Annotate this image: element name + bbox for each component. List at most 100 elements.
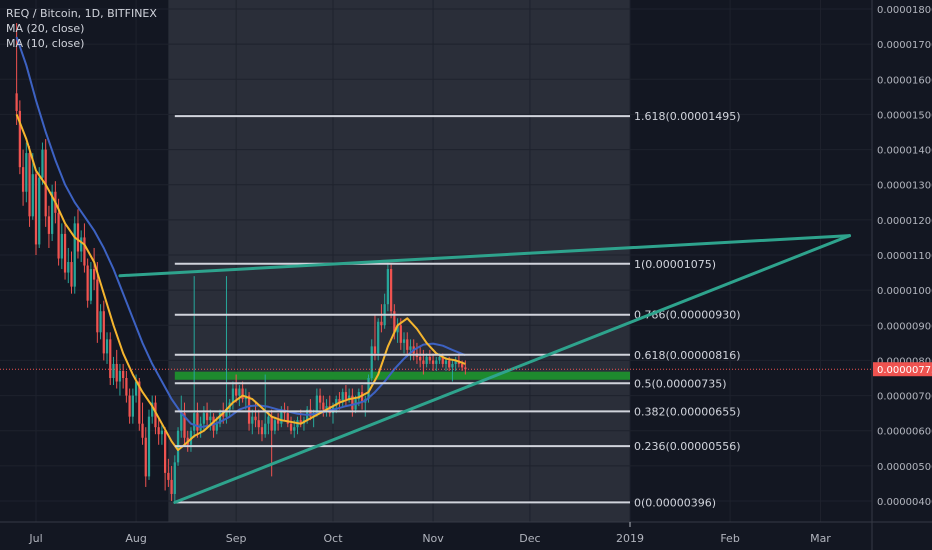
candle-body: [251, 416, 254, 424]
candle-body: [419, 356, 422, 361]
candle-body: [409, 346, 412, 350]
candle-body: [280, 409, 283, 424]
candle-body: [338, 399, 341, 403]
price-axis-label: 0.00001400: [877, 146, 932, 157]
candle-body: [105, 339, 109, 354]
candle-body: [273, 420, 277, 431]
candle-body: [122, 370, 125, 378]
candle-body: [448, 360, 451, 368]
candle-body: [63, 233, 67, 273]
candle-body: [399, 325, 402, 343]
fib-level-label: 0.786(0.00000930): [634, 309, 741, 322]
fib-level-label: 0.382(0.00000655): [634, 405, 741, 418]
time-axis-label: 2019: [616, 532, 644, 545]
candle-body: [102, 311, 105, 354]
candle-body: [202, 413, 205, 424]
candle-body: [41, 149, 44, 178]
candle-body: [218, 413, 222, 424]
fib-level-label: 0(0.00000396): [634, 496, 716, 509]
candle-body: [406, 339, 409, 350]
time-axis-label: Dec: [519, 532, 540, 545]
time-axis-label: Oct: [323, 532, 343, 545]
candle-body: [351, 395, 354, 410]
candle-body: [377, 321, 380, 354]
candle-body: [160, 430, 164, 435]
candle-body: [109, 339, 112, 378]
fib-level-label: 0.236(0.00000556): [634, 440, 741, 453]
candle-body: [402, 339, 406, 343]
price-axis-label: 0.00001300: [877, 181, 932, 192]
candle-body: [231, 388, 235, 403]
current-price-tag: [873, 362, 932, 377]
candle-body: [428, 356, 431, 361]
candle-body: [389, 269, 393, 312]
ma20-legend-label: MA (20, close): [6, 22, 85, 35]
candle-body: [425, 356, 428, 364]
candle-body: [267, 416, 270, 424]
candle-body: [67, 262, 70, 273]
candle-body: [131, 395, 134, 417]
candle-body: [286, 413, 289, 424]
candle-body: [134, 381, 138, 396]
candle-body: [147, 416, 151, 477]
candle-body: [209, 416, 212, 421]
candle-body: [241, 388, 244, 400]
candle-body: [144, 437, 147, 477]
time-axis-label: Sep: [226, 532, 247, 545]
ma10-legend-label: MA (10, close): [6, 37, 85, 50]
candle-body: [222, 413, 225, 417]
candle-body: [193, 413, 196, 431]
candle-body: [438, 356, 441, 361]
candle-body: [34, 174, 38, 245]
candle-body: [238, 388, 241, 396]
candle-body: [57, 212, 60, 259]
candle-body: [464, 367, 467, 370]
candle-body: [86, 265, 89, 301]
fib-level-label: 0.618(0.00000816): [634, 349, 741, 362]
time-axis-label: Nov: [422, 532, 444, 545]
candle-body: [257, 420, 260, 428]
price-axis-label: 0.00001100: [877, 251, 932, 262]
candle-body: [167, 472, 170, 480]
candle-body: [225, 409, 228, 417]
fib-level-label: 1(0.00001075): [634, 258, 716, 271]
price-axis-label: 0.00000900: [877, 321, 932, 332]
candle-body: [205, 413, 209, 421]
candle-body: [293, 427, 296, 431]
candle-body: [325, 406, 328, 410]
candle-body: [115, 363, 118, 382]
candle-body: [348, 395, 351, 400]
candle-body: [47, 216, 51, 234]
chart-legend: REQ / Bitcoin, 1D, BITFINEX MA (20, clos…: [6, 6, 157, 51]
fib-level-label: 0.5(0.00000735): [634, 377, 727, 390]
candle-body: [31, 174, 34, 217]
current-price-label: 0.00000775: [877, 365, 932, 376]
candle-body: [386, 269, 390, 305]
candle-body: [318, 395, 322, 403]
price-axis-label: 0.00001600: [877, 75, 932, 86]
candle-body: [138, 381, 141, 424]
candle-body: [367, 378, 370, 400]
candle-body: [254, 416, 257, 421]
candle-body: [299, 420, 302, 424]
candle-body: [83, 237, 86, 266]
candle-body: [18, 110, 21, 168]
candle-body: [180, 413, 183, 431]
candle-body: [51, 191, 54, 234]
candle-body: [73, 223, 76, 287]
candle-body: [80, 237, 83, 252]
price-axis-label: 0.00000800: [877, 356, 932, 367]
candle-body: [370, 346, 373, 378]
candle-body: [454, 360, 457, 364]
ma20-line: [15, 36, 466, 429]
price-axis-label: 0.00001700: [877, 40, 932, 51]
candle-body: [289, 423, 293, 431]
price-axis-label: 0.00000600: [877, 427, 932, 438]
price-axis-label: 0.00001000: [877, 286, 932, 297]
candle-body: [393, 311, 396, 333]
candle-body: [141, 423, 144, 438]
candle-body: [276, 420, 280, 424]
candle-body: [154, 402, 157, 428]
candle-body: [235, 388, 238, 396]
